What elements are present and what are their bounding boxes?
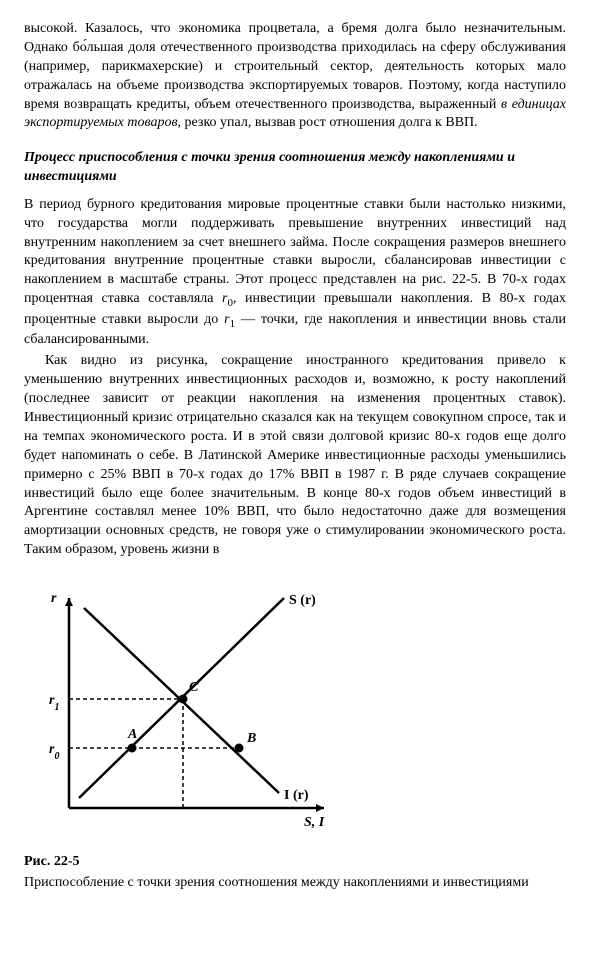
svg-text:A: A <box>127 727 137 742</box>
p1-tail: , резко упал, вызвав рост отношения долг… <box>178 115 478 130</box>
paragraph-1: высокой. Казалось, что экономика процвет… <box>24 20 566 133</box>
svg-text:r: r <box>51 591 57 606</box>
paragraph-2: В период бурного кредитования мировые пр… <box>24 196 566 351</box>
figure-22-5: r S, I S (r) I (r) r0 r1 A B C <box>24 578 566 845</box>
figure-label: Рис. 22-5 <box>24 853 566 872</box>
section-heading: Процесс приспособления с точки зрения со… <box>24 149 566 185</box>
svg-text:B: B <box>246 731 256 746</box>
svg-text:S, I: S, I <box>304 815 325 830</box>
p2-a: В период бурного кредитования мировые пр… <box>24 197 566 306</box>
svg-text:C: C <box>189 680 199 695</box>
p1-text: высокой. Казалось, что экономика процвет… <box>24 21 566 112</box>
paragraph-3: Как видно из рисунка, сокращение иностра… <box>24 352 566 560</box>
svg-text:S (r): S (r) <box>289 593 316 608</box>
svg-text:I (r): I (r) <box>284 788 309 803</box>
figure-caption: Приспособление с точки зрения соотношени… <box>24 874 566 892</box>
savings-investment-chart: r S, I S (r) I (r) r0 r1 A B C <box>24 578 344 838</box>
svg-text:r0: r0 <box>49 742 59 762</box>
svg-text:r1: r1 <box>49 693 59 713</box>
